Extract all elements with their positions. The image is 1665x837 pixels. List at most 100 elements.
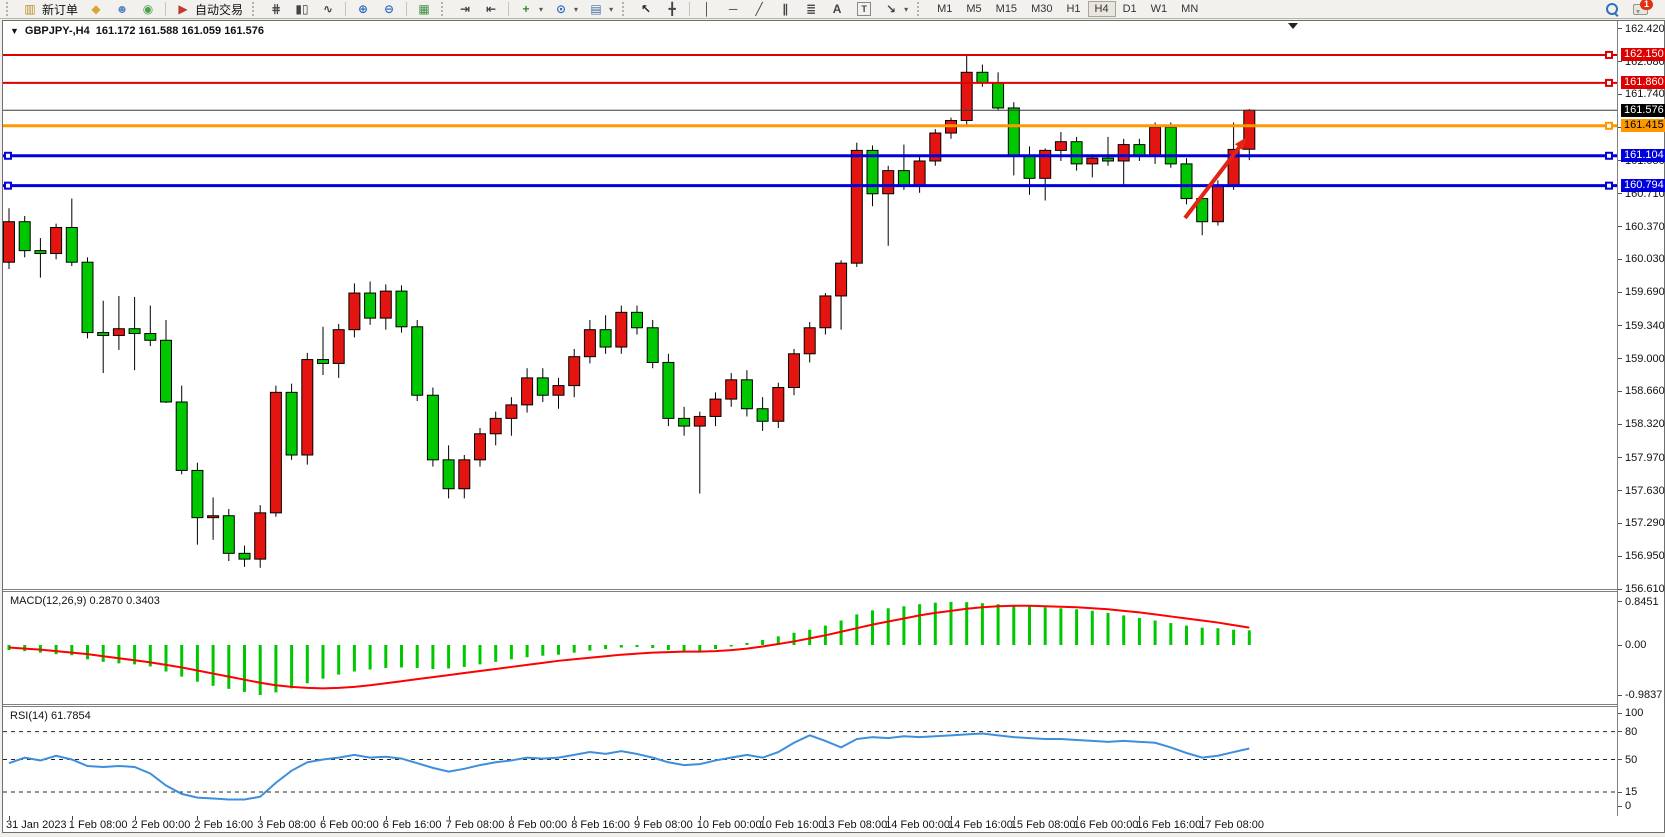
toolbar-button-fibonacci[interactable]: ≣: [798, 0, 824, 18]
panel-separator[interactable]: [3, 589, 1662, 592]
time-tick-label: 31 Jan 2023: [6, 819, 67, 831]
axis-tick: [1618, 712, 1622, 714]
toolbar-button-trendline[interactable]: ╱: [746, 0, 772, 18]
line-handle[interactable]: [1605, 181, 1613, 190]
toolbar-button-equidistant-channel[interactable]: ∥: [772, 0, 798, 18]
timeframe-button-w1[interactable]: W1: [1150, 3, 1168, 15]
profile-icon: ☻: [115, 2, 129, 16]
toolbar-button-text-label[interactable]: T: [850, 0, 878, 18]
timeframe-button-m30[interactable]: M30: [1031, 3, 1053, 15]
toolbar-button-broadcast[interactable]: ◉: [135, 0, 161, 18]
line-handle[interactable]: [1605, 78, 1613, 87]
toolbar-grip[interactable]: [917, 2, 924, 16]
time-tick-label: 17 Feb 08:00: [1199, 819, 1265, 831]
candle-body: [505, 404, 518, 419]
axis-tick: [1618, 390, 1622, 392]
line-handle[interactable]: [4, 181, 12, 190]
toolbar-button-line-chart[interactable]: ∿: [315, 0, 341, 18]
toolbar-grip[interactable]: [252, 2, 259, 16]
search-button[interactable]: [1601, 0, 1623, 18]
price-tick-label: 156.610: [1625, 583, 1665, 595]
toolbar-button-cursor[interactable]: ↖: [633, 0, 659, 18]
toolbar-button-new-chart[interactable]: + ▾: [513, 0, 548, 18]
toolbar-button-zoom-out[interactable]: ⊖: [376, 0, 402, 18]
timeframe-button-m5[interactable]: M5: [966, 3, 982, 15]
candle-body: [458, 459, 471, 490]
toolbar-button-templates[interactable]: ▤ ▾: [583, 0, 618, 18]
chart-shift-marker-icon[interactable]: [1288, 23, 1298, 29]
toolbar-button-horizontal-line[interactable]: ─: [720, 0, 746, 18]
chevron-down-icon[interactable]: ▾: [904, 4, 909, 14]
toolbar-button-chart-shift[interactable]: ⇤: [478, 0, 504, 18]
candle-body: [882, 170, 895, 195]
toolbar-button-vertical-line[interactable]: │: [694, 0, 720, 18]
line-handle[interactable]: [1605, 121, 1613, 130]
price-badge-161.415: 161.415: [1621, 119, 1665, 133]
toolbar-button-new-order[interactable]: ▥ 新订单: [17, 0, 83, 18]
timeframe-button-h4[interactable]: H4: [1087, 1, 1116, 17]
time-tick-label: 6 Feb 16:00: [382, 819, 442, 831]
toolbar-button-profile[interactable]: ☻: [109, 0, 135, 18]
timeframe-button-mn[interactable]: MN: [1181, 3, 1199, 15]
axis-tick: [1618, 601, 1622, 603]
toolbar-button-crosshair[interactable]: ╋: [659, 0, 685, 18]
price-badge-161.860: 161.860: [1621, 76, 1665, 90]
time-tick: [511, 816, 513, 820]
line-handle[interactable]: [1605, 151, 1613, 160]
cursor-icon: ↖: [641, 2, 652, 16]
axis-tick: [1618, 694, 1622, 696]
gold-icon: ◆: [91, 2, 101, 16]
candle-body: [1023, 154, 1036, 179]
chart-ohlc-values: 161.172 161.588 161.059 161.576: [95, 25, 264, 37]
price-axis[interactable]: 162.420162.080161.740161.400161.050160.7…: [1617, 21, 1665, 816]
line-handle[interactable]: [4, 151, 12, 160]
price-tick-label: 158.320: [1625, 418, 1665, 431]
price-badge-162.150: 162.150: [1621, 48, 1665, 62]
toolbar-button-candlestick-chart[interactable]: ▮▯: [289, 0, 315, 18]
chart-title-row: ▼ GBPJPY-,H4 161.172 161.588 161.059 161…: [10, 25, 264, 37]
chevron-down-icon[interactable]: ▾: [574, 4, 579, 14]
candle-body: [1243, 109, 1256, 150]
annotation-arrow[interactable]: [1183, 143, 1243, 220]
candle-body: [960, 71, 973, 121]
time-tick: [323, 816, 324, 820]
candle-body: [301, 359, 314, 456]
toolbar-grip[interactable]: [441, 2, 448, 16]
time-axis[interactable]: 31 Jan 2023 1 Feb 08:00 2 Feb 00:00 2 Feb 1…: [3, 816, 1662, 831]
toolbar-button-gold[interactable]: ◆: [83, 0, 109, 18]
toolbar-button-tile-windows[interactable]: ▦: [411, 0, 437, 18]
candle-body: [992, 82, 1005, 109]
price-tick-label: 157.630: [1625, 484, 1665, 497]
symbol-dropdown-icon[interactable]: ▼: [10, 26, 19, 36]
notification-badge: 1: [1640, 0, 1653, 10]
candle-body: [1117, 144, 1130, 162]
axis-tick: [1618, 423, 1622, 425]
chevron-down-icon[interactable]: ▾: [609, 4, 614, 14]
axis-tick: [1618, 193, 1622, 195]
toolbar-button-zoom-in[interactable]: ⊕: [350, 0, 376, 18]
timeframe-button-m15[interactable]: M15: [995, 3, 1018, 15]
zoom-in-icon: ⊕: [358, 2, 369, 16]
timeframe-button-h1[interactable]: H1: [1066, 3, 1081, 15]
annotation-arrow-head: [1234, 137, 1247, 151]
timeframe-button-m1[interactable]: M1: [937, 3, 953, 15]
chevron-down-icon[interactable]: ▾: [539, 4, 544, 14]
panel-separator[interactable]: [3, 704, 1662, 707]
toolbar-button-auto-scroll[interactable]: ⇥: [452, 0, 478, 18]
toolbar-button-auto-trading[interactable]: ▶ 自动交易: [170, 0, 248, 18]
timeframe-button-d1[interactable]: D1: [1122, 3, 1137, 15]
toolbar-right-group: 1: [1601, 0, 1665, 18]
toolbar-grip[interactable]: [622, 2, 629, 16]
candle-body: [160, 339, 172, 403]
crosshair-icon: ╋: [668, 2, 676, 16]
toolbar-grip[interactable]: [6, 2, 13, 16]
chat-button[interactable]: 1: [1633, 0, 1653, 17]
toolbar-button-bar-chart[interactable]: ⋕: [263, 0, 289, 18]
toolbar-button-text[interactable]: A: [824, 0, 850, 18]
main-price-chart[interactable]: [3, 21, 1617, 589]
axis-tick: [1618, 93, 1622, 95]
line-handle[interactable]: [1605, 50, 1613, 59]
toolbar-button-arrow-tools[interactable]: ↘ ▾: [878, 0, 913, 18]
toolbar-button-periods[interactable]: ⊙ ▾: [548, 0, 583, 18]
